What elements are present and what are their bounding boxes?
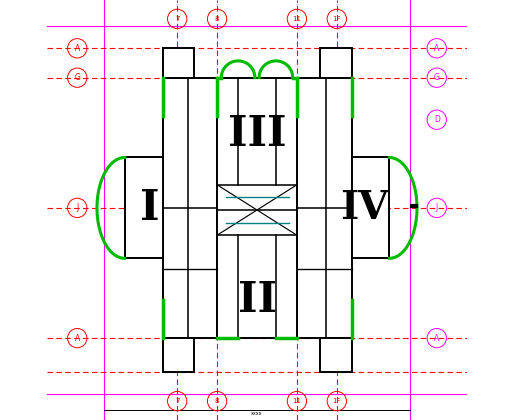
Text: 11: 11 xyxy=(292,398,301,404)
Bar xyxy=(320,48,352,78)
Bar xyxy=(320,338,352,372)
Text: J: J xyxy=(76,203,78,213)
Text: IV: IV xyxy=(340,189,388,227)
Text: D: D xyxy=(434,115,439,124)
Bar xyxy=(125,158,162,258)
Text: A: A xyxy=(434,44,439,53)
Bar xyxy=(162,78,217,338)
Text: III: III xyxy=(228,113,286,155)
Bar xyxy=(352,158,389,258)
Text: G: G xyxy=(75,73,80,82)
Bar xyxy=(297,78,352,338)
Text: 7: 7 xyxy=(175,398,179,404)
Text: 11: 11 xyxy=(292,16,301,22)
Text: A: A xyxy=(75,44,80,53)
Text: A: A xyxy=(75,333,80,343)
Text: 8: 8 xyxy=(215,16,219,22)
Text: A: A xyxy=(434,333,439,343)
Text: 8: 8 xyxy=(215,398,219,404)
Text: 1F: 1F xyxy=(333,16,341,22)
Bar xyxy=(162,48,194,78)
Text: G: G xyxy=(434,73,439,82)
Text: 7: 7 xyxy=(175,16,179,22)
Text: xxxx: xxxx xyxy=(251,411,263,416)
Text: II: II xyxy=(237,279,277,321)
Text: I: I xyxy=(140,187,160,229)
Bar xyxy=(162,338,194,372)
Text: J: J xyxy=(436,203,438,213)
Bar xyxy=(217,78,297,338)
Text: 1F: 1F xyxy=(333,398,341,404)
